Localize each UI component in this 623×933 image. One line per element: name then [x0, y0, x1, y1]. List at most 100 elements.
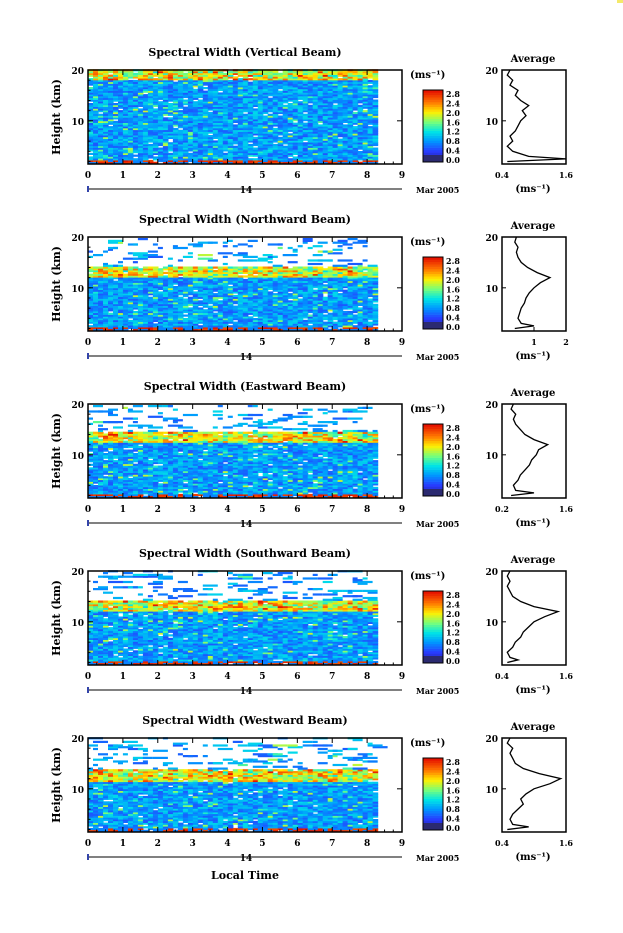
average-x-tick-label: 0.4 — [495, 170, 509, 180]
colorbar-segment — [423, 121, 443, 124]
x-tick-label: 8 — [364, 171, 370, 181]
colorbar-tick-label: 0.8 — [446, 136, 460, 146]
heatmap-cell — [173, 286, 179, 288]
heatmap-cell — [123, 274, 129, 276]
x-tick-label: 3 — [190, 171, 196, 181]
heatmap-cell — [358, 105, 364, 107]
heatmap-cell — [273, 128, 279, 130]
heatmap-cell — [233, 295, 239, 297]
panel-title: Spectral Width (Northward Beam) — [139, 213, 351, 226]
heatmap-cell — [133, 155, 139, 157]
heatmap-cell — [248, 158, 254, 160]
heatmap-cell — [253, 275, 259, 277]
y-tick-label: 10 — [71, 118, 84, 128]
heatmap-cell — [248, 144, 254, 146]
heatmap-cell — [353, 126, 359, 128]
heatmap-cell — [328, 313, 334, 315]
heatmap-cell — [323, 322, 329, 324]
colorbar-segment — [423, 97, 443, 100]
colorbar-tick-label: 2.4 — [446, 98, 460, 108]
heatmap-cell — [163, 272, 169, 274]
heatmap-cell — [278, 116, 284, 118]
heatmap-cell — [283, 146, 289, 148]
heatmap-cell — [208, 306, 214, 308]
x-tick-label: 5 — [259, 171, 265, 181]
heatmap-cell — [88, 156, 94, 158]
heatmap-cell — [228, 286, 234, 288]
heatmap-cell — [303, 142, 309, 144]
heatmap-cell — [368, 299, 374, 301]
heatmap-cell — [228, 80, 234, 82]
heatmap-cell — [178, 297, 184, 299]
colorbar-segment — [423, 114, 443, 117]
heatmap-cell — [183, 318, 189, 320]
colorbar-segment — [423, 150, 443, 153]
heatmap-cell — [343, 311, 349, 313]
colorbar-segment — [423, 119, 443, 122]
heatmap-cell — [168, 103, 174, 105]
heatmap-cell — [373, 148, 379, 150]
heatmap-cell — [288, 133, 294, 135]
heatmap-cell — [183, 100, 189, 102]
heatmap-cell — [303, 123, 309, 125]
heatmap-cell — [348, 311, 354, 313]
x-tick-label: 7 — [329, 171, 335, 181]
average-y-tick-label: 20 — [485, 67, 498, 77]
colorbar-segment — [423, 112, 443, 115]
heatmap-cell — [183, 107, 189, 109]
heatmap-cell — [323, 315, 329, 317]
heatmap-cell — [313, 290, 319, 292]
colorbar-segment — [423, 126, 443, 129]
colorbar-segment — [423, 138, 443, 141]
x-tick-label: 2 — [155, 171, 161, 181]
heatmap-cell — [353, 315, 359, 317]
heatmap-cell — [153, 156, 159, 158]
heatmap-cell — [193, 101, 199, 103]
day-label: 14 — [240, 186, 253, 196]
heatmap-cell — [223, 153, 229, 155]
heatmap-cell — [358, 151, 364, 153]
heatmap-cell — [373, 100, 379, 102]
heatmap-cell — [353, 325, 359, 327]
heatmap-cell — [253, 158, 259, 160]
heatmap-cell — [88, 274, 94, 276]
heatmap-cell — [253, 108, 259, 110]
heatmap-cell — [308, 105, 314, 107]
heatmap-cell — [143, 275, 149, 277]
heatmap-cell — [133, 311, 139, 313]
colorbar-segment — [423, 104, 443, 107]
heatmap-cell — [183, 73, 189, 75]
heatmap-cell — [198, 300, 204, 302]
colorbar-segment — [423, 131, 443, 134]
heatmap-cell — [133, 80, 139, 82]
colorbar-segment — [423, 148, 443, 151]
x-tick-label: 4 — [224, 171, 230, 181]
heatmap-cell — [158, 101, 164, 103]
colorbar-segment — [423, 145, 443, 148]
heatmap-cell — [303, 320, 309, 322]
x-tick-label: 0 — [85, 171, 91, 181]
heatmap-cell — [113, 281, 119, 283]
colorbar-segment — [423, 124, 443, 127]
heatmap-cell — [168, 153, 174, 155]
heatmap-cell — [253, 137, 259, 139]
heatmap-cell — [173, 128, 179, 130]
heatmap-cell — [158, 291, 164, 293]
colorbar-segment — [423, 116, 443, 119]
heatmap-cell — [308, 325, 314, 327]
heatmap-cell — [218, 300, 224, 302]
heatmap-cell — [363, 110, 369, 112]
heatmap-cell — [183, 315, 189, 317]
y-axis-label: Height (km) — [50, 79, 63, 155]
heatmap-cell — [133, 158, 139, 160]
heatmap-cell — [208, 112, 214, 114]
heatmap-cell — [173, 82, 179, 84]
heatmap-cell — [88, 87, 94, 89]
heatmap-cell — [333, 322, 339, 324]
heatmap-cell — [253, 148, 259, 150]
heatmap-cell — [148, 144, 154, 146]
heatmap-cell — [108, 126, 114, 128]
heatmap-cell — [183, 299, 189, 301]
x-tick-label: 9 — [399, 171, 405, 181]
